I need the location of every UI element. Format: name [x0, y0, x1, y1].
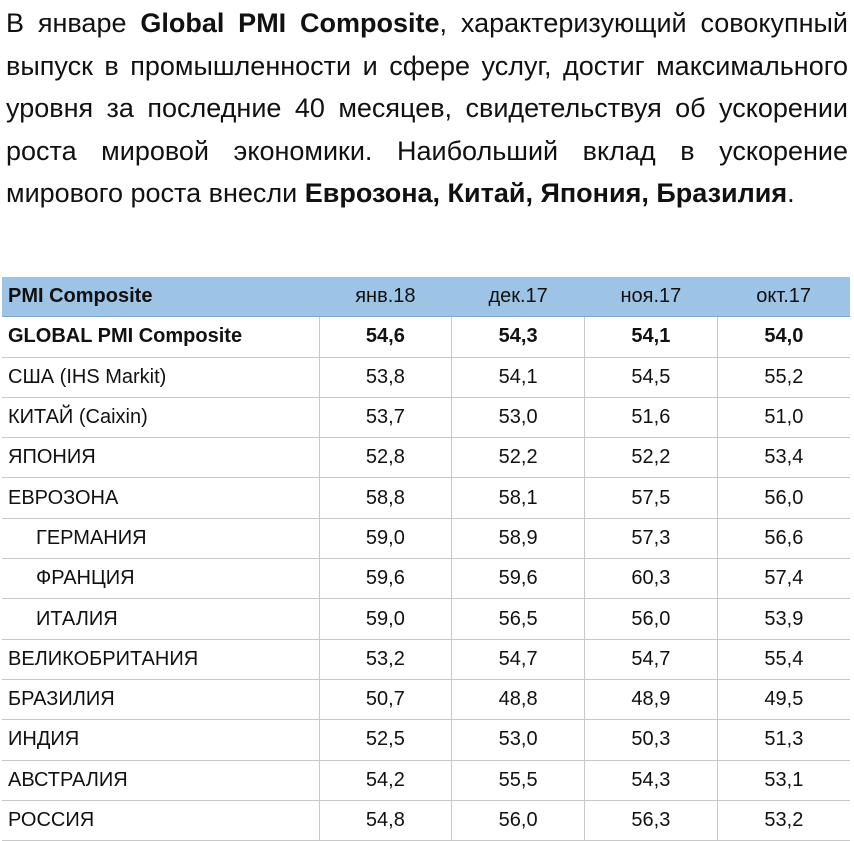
- row-value: 56,0: [451, 800, 585, 841]
- intro-bold-regions: Еврозона, Китай, Япония, Бразилия: [304, 178, 788, 208]
- intro-text-1: В январе: [6, 8, 141, 38]
- row-name: ЕВРОЗОНА: [2, 477, 320, 519]
- table-row: США (IHS Markit) 53,8 54,1 54,5 55,2: [2, 357, 850, 398]
- row-value: 53,2: [717, 800, 850, 841]
- row-value: 59,6: [319, 558, 453, 600]
- row-value: 56,0: [584, 598, 718, 640]
- row-value: 55,5: [451, 760, 585, 801]
- intro-text-3: .: [787, 178, 795, 208]
- table-row: ЕВРОЗОНА 58,8 58,1 57,5 56,0: [2, 477, 850, 519]
- table-row: ИНДИЯ 52,5 53,0 50,3 51,3: [2, 719, 850, 761]
- row-value: 54,1: [451, 357, 585, 398]
- header-dec17: дек.17: [451, 277, 585, 318]
- row-value: 53,9: [717, 598, 850, 640]
- table-row: АВСТРАЛИЯ 54,2 55,5 54,3 53,1: [2, 760, 850, 801]
- row-value: 52,8: [319, 437, 453, 479]
- row-value: 56,0: [717, 477, 850, 519]
- row-value: 60,3: [584, 558, 718, 600]
- row-value: 54,6: [319, 316, 453, 358]
- row-value: 50,7: [319, 679, 453, 721]
- row-name: GLOBAL PMI Composite: [2, 316, 320, 358]
- row-value: 51,3: [717, 719, 850, 761]
- row-name: ГЕРМАНИЯ: [2, 518, 320, 560]
- row-name: ФРАНЦИЯ: [2, 558, 320, 600]
- row-name: БРАЗИЛИЯ: [2, 679, 320, 721]
- row-value: 48,9: [584, 679, 718, 721]
- row-value: 57,4: [717, 558, 850, 600]
- row-name: ИТАЛИЯ: [2, 598, 320, 640]
- row-value: 56,6: [717, 518, 850, 560]
- header-nov17: ноя.17: [584, 277, 718, 318]
- row-value: 54,3: [584, 760, 718, 801]
- row-name: США (IHS Markit): [2, 357, 320, 398]
- row-value: 53,7: [319, 397, 453, 439]
- row-value: 50,3: [584, 719, 718, 761]
- table-body: GLOBAL PMI Composite 54,6 54,3 54,1 54,0 США …: [2, 316, 850, 841]
- row-value: 52,2: [451, 437, 585, 479]
- row-name: ИНДИЯ: [2, 719, 320, 761]
- row-value: 58,8: [319, 477, 453, 519]
- row-value: 53,1: [717, 760, 850, 801]
- table-row: ИТАЛИЯ 59,0 56,5 56,0 53,9: [2, 598, 850, 640]
- row-name: АВСТРАЛИЯ: [2, 760, 320, 801]
- row-value: 54,7: [584, 639, 718, 680]
- header-indicator: PMI Composite: [2, 277, 319, 318]
- row-value: 54,3: [451, 316, 585, 358]
- header-oct17: окт.17: [717, 277, 850, 318]
- row-value: 53,0: [451, 397, 585, 439]
- row-value: 52,5: [319, 719, 453, 761]
- row-value: 57,5: [584, 477, 718, 519]
- table-row: ЯПОНИЯ 52,8 52,2 52,2 53,4: [2, 437, 850, 479]
- table-row: КИТАЙ (Caixin) 53,7 53,0 51,6 51,0: [2, 397, 850, 439]
- row-value: 54,0: [717, 316, 850, 358]
- row-value: 55,4: [717, 639, 850, 680]
- row-value: 56,3: [584, 800, 718, 841]
- row-value: 49,5: [717, 679, 850, 721]
- row-name: ЯПОНИЯ: [2, 437, 320, 479]
- row-value: 54,2: [319, 760, 453, 801]
- row-value: 59,0: [319, 518, 453, 560]
- row-value: 54,5: [584, 357, 718, 398]
- row-name: ВЕЛИКОБРИТАНИЯ: [2, 639, 320, 680]
- row-value: 51,6: [584, 397, 718, 439]
- row-value: 59,0: [319, 598, 453, 640]
- row-value: 48,8: [451, 679, 585, 721]
- header-jan18: янв.18: [319, 277, 452, 318]
- row-value: 53,2: [319, 639, 453, 680]
- intro-paragraph: В январе Global PMI Composite, характери…: [6, 2, 848, 215]
- table-row: РОССИЯ 54,8 56,0 56,3 53,2: [2, 800, 850, 841]
- row-value: 53,4: [717, 437, 850, 479]
- row-value: 57,3: [584, 518, 718, 560]
- pmi-table: PMI Composite янв.18 дек.17 ноя.17 окт.1…: [2, 277, 850, 841]
- table-row: ГЕРМАНИЯ 59,0 58,9 57,3 56,6: [2, 518, 850, 560]
- intro-bold-index: Global PMI Composite: [140, 8, 440, 38]
- table-row: GLOBAL PMI Composite 54,6 54,3 54,1 54,0: [2, 316, 850, 358]
- row-value: 56,5: [451, 598, 585, 640]
- row-name: РОССИЯ: [2, 800, 320, 841]
- row-value: 51,0: [717, 397, 850, 439]
- row-value: 55,2: [717, 357, 850, 398]
- intro-text-2: , характеризующий совокупный выпуск в пр…: [6, 8, 848, 208]
- row-value: 53,0: [451, 719, 585, 761]
- table-row: БРАЗИЛИЯ 50,7 48,8 48,9 49,5: [2, 679, 850, 721]
- row-value: 59,6: [451, 558, 585, 600]
- row-value: 54,1: [584, 316, 718, 358]
- row-name: КИТАЙ (Caixin): [2, 397, 320, 439]
- table-row: ФРАНЦИЯ 59,6 59,6 60,3 57,4: [2, 558, 850, 600]
- row-value: 53,8: [319, 357, 453, 398]
- row-value: 52,2: [584, 437, 718, 479]
- row-value: 58,9: [451, 518, 585, 560]
- row-value: 58,1: [451, 477, 585, 519]
- row-value: 54,8: [319, 800, 453, 841]
- table-header-row: PMI Composite янв.18 дек.17 ноя.17 окт.1…: [2, 277, 850, 318]
- row-value: 54,7: [451, 639, 585, 680]
- table-row: ВЕЛИКОБРИТАНИЯ 53,2 54,7 54,7 55,4: [2, 639, 850, 680]
